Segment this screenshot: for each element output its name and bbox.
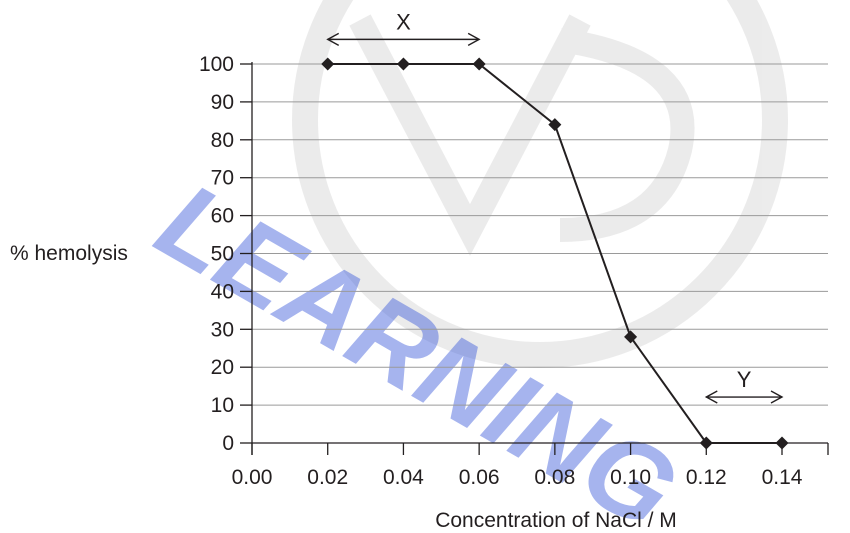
annotations: XY [326, 9, 784, 404]
annotation-label: X [396, 9, 411, 34]
x-tick-label: 0.12 [686, 466, 727, 489]
data-point-marker [548, 118, 562, 132]
y-tick-labels: 0 10 20 30 40 50 60 70 80 90 100 [199, 53, 234, 455]
watermark [292, 0, 788, 368]
y-tick-label: 30 [211, 318, 234, 341]
annotation-arrowhead-right [770, 390, 784, 404]
gridlines [252, 63, 828, 406]
x-tick-label: 0.04 [383, 466, 424, 489]
data-point-marker [775, 436, 789, 450]
data-point-marker [321, 57, 335, 71]
x-tick-label: 0.02 [307, 466, 348, 489]
data-point-marker [699, 436, 713, 450]
y-tick-label: 20 [211, 356, 234, 379]
x-tick-label: 0.08 [534, 466, 575, 489]
y-axis-label: % hemolysis [10, 242, 128, 265]
y-tick-label: 40 [211, 280, 234, 303]
data-point-marker [396, 57, 410, 71]
data-point-marker [624, 330, 638, 344]
annotation-arrowhead-left [704, 390, 718, 404]
x-tick-label: 0.06 [459, 466, 500, 489]
x-tick-labels: 0.00 0.02 0.04 0.06 0.08 0.10 0.12 0.14 [232, 466, 803, 489]
y-tick-label: 70 [211, 167, 234, 190]
data-point-marker [472, 57, 486, 71]
y-tick-label: 0 [222, 432, 234, 455]
x-tick-label: 0.14 [762, 466, 803, 489]
y-tick-label: 100 [199, 53, 234, 76]
y-tick-label: 50 [211, 243, 234, 266]
annotation-arrowhead-right [467, 32, 481, 46]
y-tick-label: 80 [211, 129, 234, 152]
y-tick-label: 10 [211, 394, 234, 417]
annotation-arrowhead-left [326, 32, 340, 46]
y-tick-label: 60 [211, 205, 234, 228]
x-tick-label: 0.00 [232, 466, 273, 489]
watermark-ring [292, 0, 788, 368]
annotation-label: Y [737, 367, 752, 392]
x-tick-label: 0.10 [610, 466, 651, 489]
x-axis-label: Concentration of NaCl / M [435, 509, 677, 532]
y-tick-label: 90 [211, 91, 234, 114]
data-series [321, 57, 789, 450]
watermark-logo-shape [349, 14, 695, 256]
